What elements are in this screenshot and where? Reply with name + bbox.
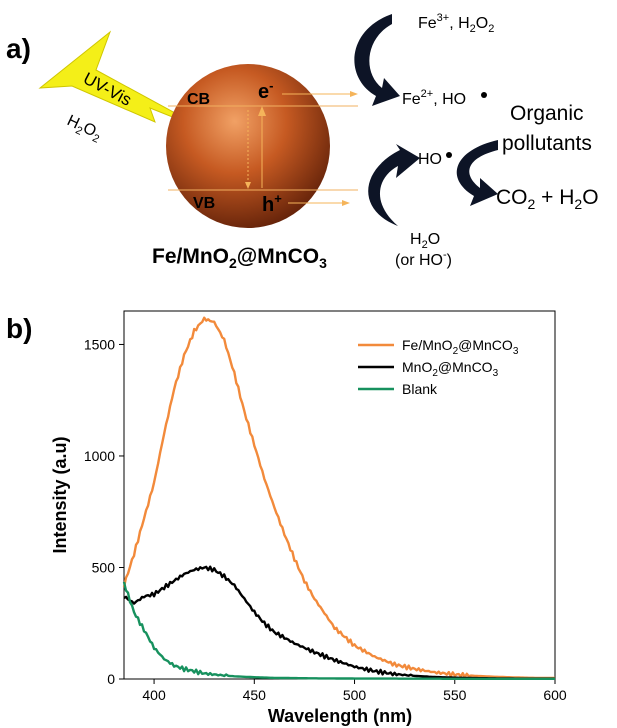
products-label: CO2 + H2O — [496, 186, 599, 212]
chart: 400 450 500 550 600 0 500 1000 1500 Fe/MnO2@MnC… — [50, 310, 567, 726]
cb-label: CB — [187, 91, 210, 108]
radical-dot — [481, 92, 487, 98]
x-ticks: 400 450 500 550 600 — [142, 679, 567, 703]
radical-dot — [446, 152, 452, 158]
recombination-arrowhead — [245, 182, 251, 189]
fe-cycle-arrow — [354, 14, 400, 106]
series-group — [122, 316, 555, 680]
electron-arrowhead — [350, 91, 358, 97]
pollutants-label: pollutants — [502, 132, 592, 155]
legend-label: Blank — [402, 381, 438, 397]
electron-label: e- — [258, 78, 273, 103]
vb-label: VB — [193, 195, 215, 212]
h2o2-light-label: H2O2 — [63, 112, 104, 145]
y-ticks: 0 500 1000 1500 — [84, 336, 124, 687]
series-line-1 — [123, 565, 555, 680]
hole-arrowhead — [342, 200, 350, 206]
x-tick-label: 400 — [142, 687, 166, 703]
fe3-h2o2-label: Fe3+, H2O2 — [418, 12, 494, 35]
y-tick-label: 1000 — [84, 448, 115, 464]
ho-water-arrow — [368, 144, 420, 226]
y-tick-label: 500 — [92, 559, 116, 575]
or-hydroxide-label: (or HO-) — [395, 249, 452, 269]
x-tick-label: 500 — [343, 687, 367, 703]
y-tick-label: 0 — [107, 671, 115, 687]
x-tick-label: 600 — [543, 687, 567, 703]
x-tick-label: 550 — [443, 687, 467, 703]
legend-label: MnO2@MnCO3 — [402, 359, 499, 379]
x-axis-label: Wavelength (nm) — [268, 706, 412, 726]
excitation-arrowhead — [258, 106, 266, 116]
legend-label: Fe/MnO2@MnCO3 — [402, 337, 519, 357]
hole-label: h+ — [262, 191, 282, 216]
degradation-arrow — [456, 140, 498, 206]
uv-vis-label: UV-Vis — [80, 69, 135, 110]
panel-a-label: a) — [6, 33, 31, 64]
series-line-0 — [122, 316, 555, 680]
water-label: H2O — [410, 231, 440, 251]
panel-b-label: b) — [6, 313, 32, 344]
catalyst-name: Fe/MnO2@MnCO3 — [152, 245, 327, 271]
x-tick-label: 450 — [243, 687, 267, 703]
ho-radical-label: HO — [418, 151, 442, 168]
organic-label: Organic — [510, 102, 584, 125]
y-tick-label: 1500 — [84, 336, 115, 352]
fe2-ho-label: Fe2+, HO — [402, 88, 466, 108]
series-line-2 — [122, 581, 555, 680]
y-axis-label: Intensity (a.u) — [50, 436, 70, 553]
